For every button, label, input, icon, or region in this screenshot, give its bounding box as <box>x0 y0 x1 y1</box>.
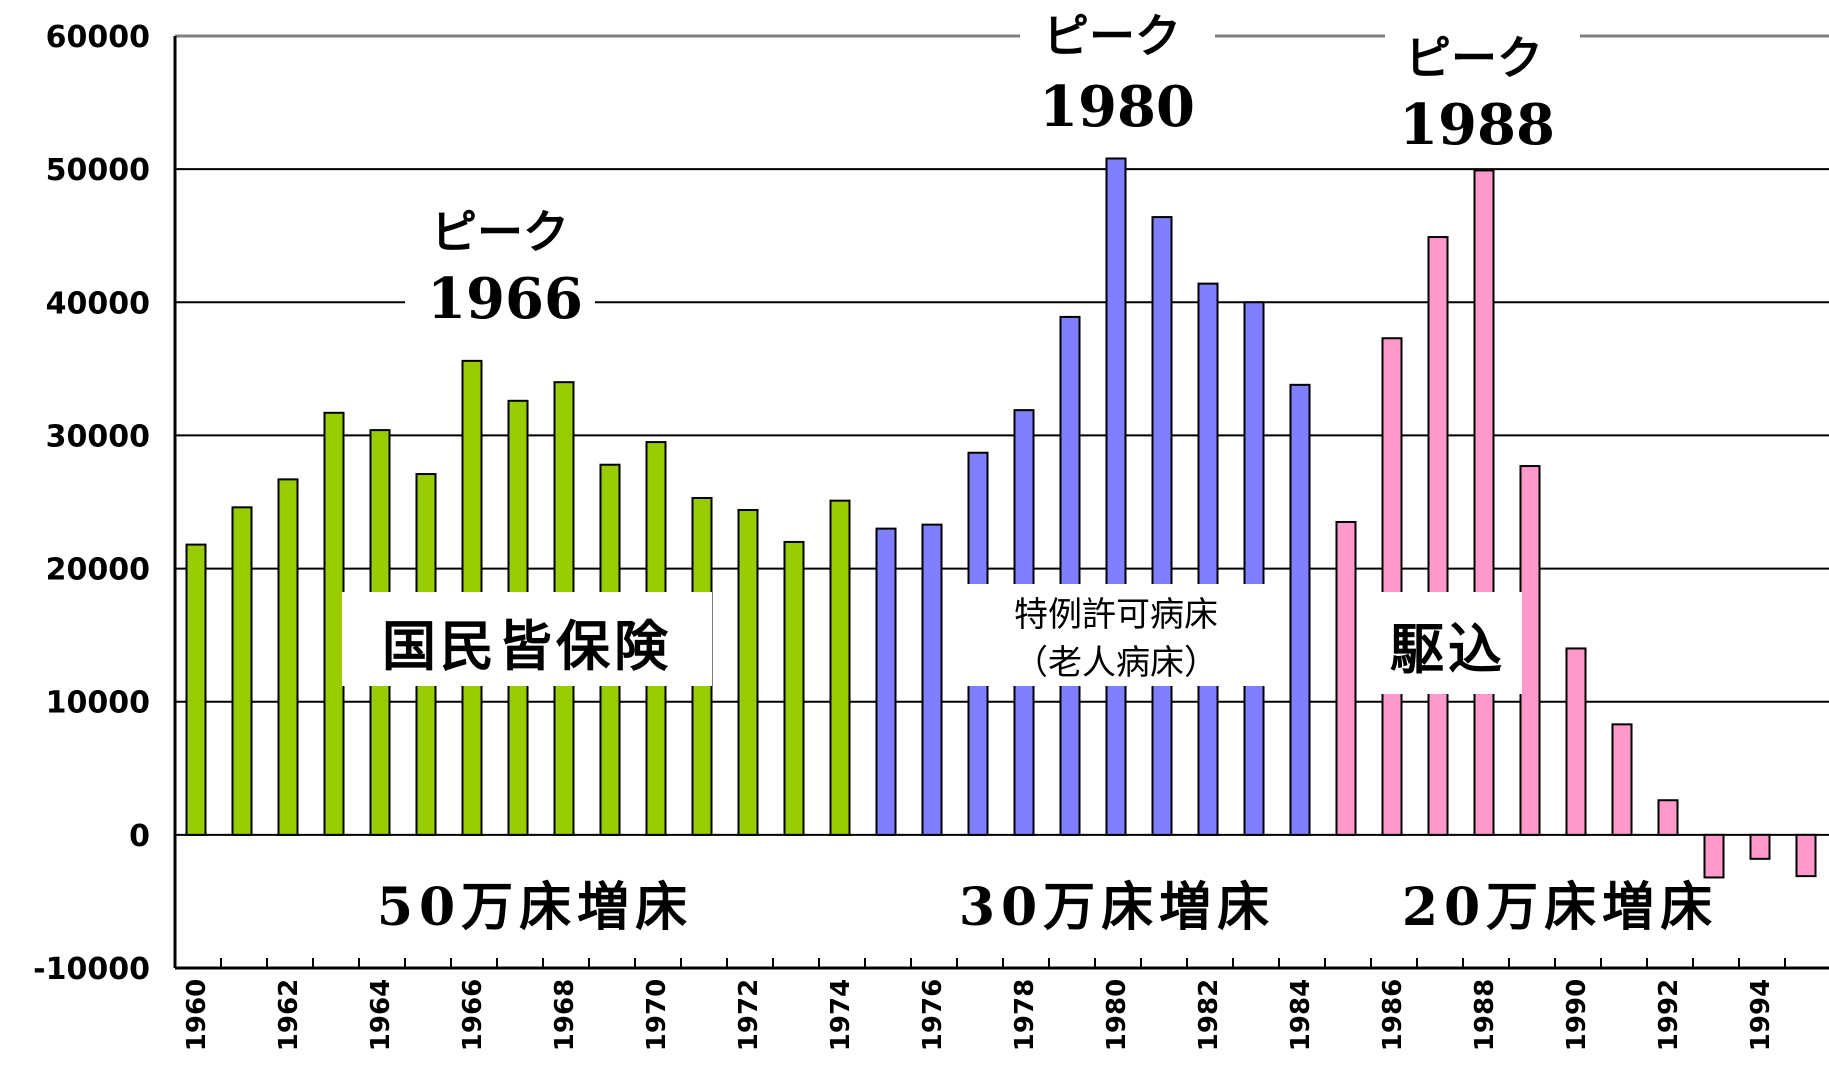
peak-annotation-1980: ピーク 1980 <box>1020 2 1215 142</box>
peak-word-1966: ピーク <box>431 205 569 259</box>
x-tick-label: 1982 <box>1194 979 1224 1051</box>
y-tick-label: -10000 <box>33 952 150 987</box>
bar-1983 <box>1243 301 1265 836</box>
y-tick-label: 30000 <box>46 419 150 454</box>
kakekomi-box: 駆込 <box>1362 592 1522 694</box>
y-tick-label: 60000 <box>46 20 150 55</box>
tokurei-label-line1: 特例許可病床 <box>1014 595 1218 635</box>
period-label-20: 20万床増床 <box>1402 877 1718 938</box>
y-tick-label: 0 <box>129 819 150 854</box>
kakekomi-label: 駆込 <box>1390 617 1506 681</box>
x-tick-label: 1970 <box>642 979 672 1051</box>
bar-1987 <box>1427 236 1449 836</box>
x-tick-label: 1980 <box>1102 979 1132 1051</box>
bar-1975 <box>875 527 897 836</box>
x-tick-label: 1968 <box>550 979 580 1051</box>
x-tick-label: 1984 <box>1286 979 1316 1051</box>
bar-1962 <box>277 478 299 836</box>
axes <box>173 36 1829 970</box>
bar-1972 <box>737 508 759 836</box>
period-label-50: 50万床増床 <box>377 877 693 938</box>
bar-1982 <box>1197 282 1219 836</box>
bar-1984 <box>1289 383 1311 836</box>
y-tick-label: 50000 <box>46 153 150 188</box>
bars <box>185 157 1817 879</box>
kaihoken-box: 国民皆保険 <box>342 592 712 686</box>
bar-1973 <box>783 540 805 836</box>
bar-1990 <box>1565 647 1587 836</box>
x-tick-label: 1992 <box>1654 979 1684 1051</box>
x-tick-label: 1974 <box>826 979 856 1051</box>
bar-1985 <box>1335 520 1357 836</box>
y-tick-label: 20000 <box>46 553 150 588</box>
bar-1981 <box>1151 216 1173 836</box>
x-tick-label: 1964 <box>366 979 396 1051</box>
x-tick-label: 1960 <box>182 979 212 1051</box>
x-tick-label: 1986 <box>1378 979 1408 1051</box>
x-tick-label: 1966 <box>458 979 488 1051</box>
x-tick-label: 1976 <box>918 979 948 1051</box>
tokurei-label-line2: （老人病床） <box>1014 643 1218 683</box>
bar-1988 <box>1473 169 1495 836</box>
peak-year-1988: 1988 <box>1399 92 1555 158</box>
bar-1963 <box>323 411 345 836</box>
bar-1993 <box>1703 833 1725 879</box>
bar-1986 <box>1381 337 1403 836</box>
kaihoken-label: 国民皆保険 <box>382 614 672 678</box>
y-tick-label: 40000 <box>46 286 150 321</box>
peak-annotation-1988: ピーク 1988 <box>1385 14 1580 158</box>
bar-1994 <box>1749 833 1771 860</box>
bar-1979 <box>1059 315 1081 836</box>
peak-year-1980: 1980 <box>1039 74 1195 140</box>
bar-1976 <box>921 523 943 836</box>
peak-annotation-1966: ピーク 1966 <box>405 200 595 332</box>
peak-word-1980: ピーク <box>1043 9 1181 63</box>
bar-1992 <box>1657 799 1679 836</box>
y-tick-labels: 60000 50000 40000 30000 20000 10000 0 -10000 <box>33 20 150 987</box>
x-tick-label: 1990 <box>1562 979 1592 1051</box>
x-tick-label: 1988 <box>1470 979 1500 1051</box>
bar-1961 <box>231 506 253 836</box>
peak-year-1966: 1966 <box>427 266 583 332</box>
bar-1980 <box>1105 157 1127 836</box>
x-tick-labels: 1960 1962 1964 1966 1968 1970 1972 1974 1976 1978… <box>182 979 1776 1051</box>
x-tick-label: 1972 <box>734 979 764 1051</box>
x-tick-label: 1978 <box>1010 979 1040 1051</box>
bar-1960 <box>185 543 207 836</box>
peak-word-1988: ピーク <box>1405 31 1543 85</box>
period-label-30: 30万床増床 <box>959 877 1275 938</box>
bar-1995 <box>1795 833 1817 878</box>
y-tick-label: 10000 <box>46 686 150 721</box>
bar-1989 <box>1519 465 1541 836</box>
x-tick-label: 1962 <box>274 979 304 1051</box>
bar-1974 <box>829 499 851 836</box>
tokurei-box: 特例許可病床 （老人病床） <box>966 584 1268 686</box>
x-tick-label: 1994 <box>1746 979 1776 1051</box>
bar-1991 <box>1611 723 1633 836</box>
